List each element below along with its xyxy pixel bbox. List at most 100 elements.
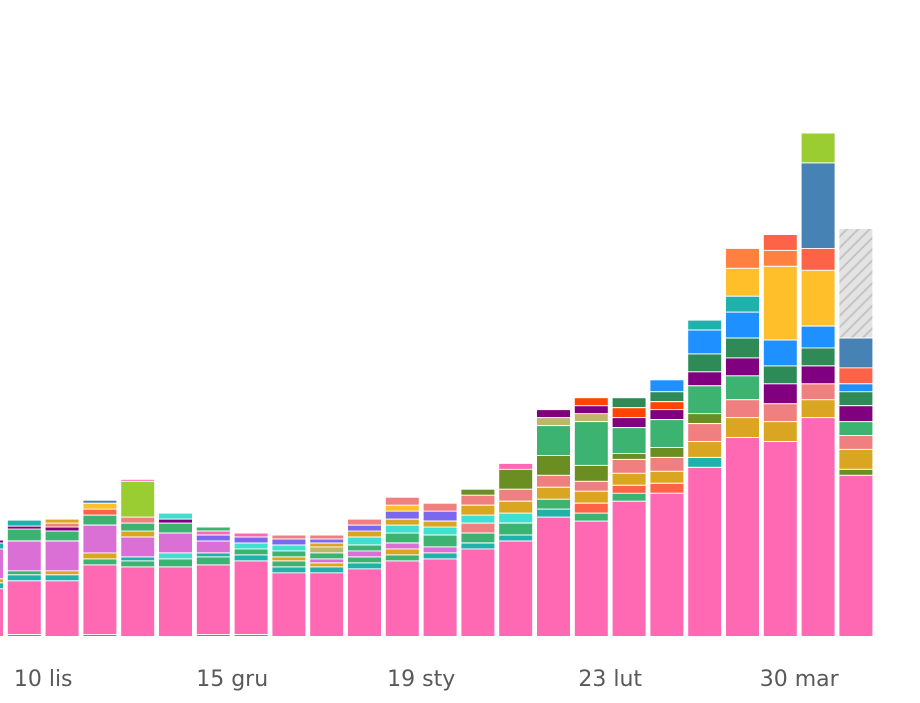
bar-3-segment-3 [83, 553, 117, 559]
bar-16 [574, 398, 608, 636]
bar-2-segment-4 [45, 531, 79, 541]
bar-23-segment-9 [839, 338, 873, 368]
bar-10-segment-4 [348, 545, 381, 551]
bar-22-segment-3 [801, 366, 835, 384]
bar-6-segment-5 [196, 535, 230, 541]
bar-0 [0, 540, 3, 636]
bar-11-segment-4 [385, 533, 419, 543]
bar-19-segment-1 [688, 457, 722, 467]
bar-11-segment-0 [385, 561, 419, 636]
bar-2-segment-3 [45, 541, 79, 571]
bar-8-segment-7 [272, 535, 306, 539]
bar-8-segment-2 [272, 561, 306, 567]
bar-8-segment-0 [272, 573, 306, 636]
bar-12-segment-6 [423, 511, 457, 521]
bar-10-segment-5 [348, 537, 381, 545]
bar-7 [234, 533, 268, 636]
bar-17-segment-0 [612, 501, 646, 636]
bar-21 [763, 235, 797, 636]
bar-20-segment-6 [726, 312, 759, 338]
bar-7-segment-6 [234, 533, 268, 537]
bar-15-segment-1 [537, 509, 570, 517]
bar-6-segment-1 [196, 565, 230, 635]
bar-22-segment-9 [801, 133, 835, 163]
bar-6-segment-2 [196, 557, 230, 565]
bar-18-segment-0 [650, 493, 684, 636]
bar-22-segment-8 [801, 163, 835, 248]
bar-9-segment-0 [310, 573, 344, 636]
bar-9-segment-6 [310, 543, 344, 547]
bar-17-segment-6 [612, 428, 646, 453]
bar-19-segment-3 [688, 424, 722, 441]
bar-5-segment-2 [159, 553, 192, 559]
bar-17-segment-5 [612, 453, 646, 459]
bar-14-segment-3 [499, 513, 533, 523]
bar-18-segment-1 [650, 483, 684, 493]
bar-13-segment-0 [461, 549, 495, 636]
bar-8-segment-4 [272, 551, 306, 557]
bar-16-segment-0 [574, 521, 608, 636]
bar-9 [310, 535, 344, 636]
bar-23-segment-8 [839, 368, 873, 384]
x-tick-label: 19 sty [387, 667, 455, 692]
bar-0-segment-0 [0, 589, 3, 636]
bar-3-segment-7 [83, 503, 117, 509]
bar-2-segment-7 [45, 519, 79, 523]
bar-11-segment-5 [385, 525, 419, 533]
bar-9-segment-5 [310, 547, 344, 553]
bar-1-segment-4 [7, 541, 41, 571]
bar-11-segment-8 [385, 505, 419, 511]
bar-22-segment-1 [801, 400, 835, 418]
bar-16-segment-5 [574, 465, 608, 481]
bar-10-segment-8 [348, 519, 381, 525]
bar-16-segment-2 [574, 503, 608, 513]
bar-23-segment-6 [839, 392, 873, 406]
bar-2-segment-6 [45, 523, 79, 527]
bar-16-segment-3 [574, 491, 608, 503]
bar-16-segment-1 [574, 513, 608, 521]
bar-9-segment-4 [310, 553, 344, 559]
bar-3-segment-6 [83, 509, 117, 515]
bar-7-segment-5 [234, 537, 268, 543]
bar-15-segment-7 [537, 418, 570, 426]
bar-9-segment-2 [310, 563, 344, 567]
bar-9-segment-7 [310, 539, 344, 543]
bar-4-segment-2 [121, 557, 155, 561]
bar-2-segment-0 [45, 581, 79, 636]
bar-15-segment-3 [537, 487, 570, 499]
bar-5-segment-5 [159, 519, 192, 523]
bar-1 [7, 520, 41, 636]
bar-12-segment-1 [423, 553, 457, 559]
bar-20-segment-8 [726, 268, 759, 296]
bar-14-segment-6 [499, 469, 533, 489]
bar-13-segment-4 [461, 515, 495, 523]
bar-19-segment-7 [688, 354, 722, 372]
bar-21-segment-3 [763, 384, 797, 404]
bar-21-segment-6 [763, 266, 797, 340]
bar-9-segment-3 [310, 559, 344, 563]
bar-11 [385, 497, 419, 636]
bar-22-segment-2 [801, 384, 835, 400]
bar-10-segment-1 [348, 563, 381, 569]
bar-17-segment-3 [612, 473, 646, 485]
bar-11-segment-2 [385, 549, 419, 555]
bar-18-segment-5 [650, 420, 684, 447]
bar-15 [537, 410, 570, 636]
bar-22-segment-5 [801, 326, 835, 348]
bar-13-segment-2 [461, 533, 495, 543]
bar-3 [83, 500, 117, 636]
bar-11-segment-1 [385, 555, 419, 561]
bar-13-segment-1 [461, 543, 495, 549]
bar-8-segment-3 [272, 557, 306, 561]
bar-13-segment-7 [461, 489, 495, 495]
bar-14-segment-1 [499, 535, 533, 541]
bar-4-segment-6 [121, 517, 155, 523]
bar-20-segment-7 [726, 296, 759, 312]
bar-1-segment-3 [7, 571, 41, 575]
bar-21-segment-5 [763, 340, 797, 366]
bar-19-segment-9 [688, 320, 722, 330]
bar-22-segment-6 [801, 270, 835, 326]
bar-19-segment-6 [688, 372, 722, 386]
bar-21-segment-0 [763, 442, 797, 636]
bar-15-segment-2 [537, 499, 570, 509]
